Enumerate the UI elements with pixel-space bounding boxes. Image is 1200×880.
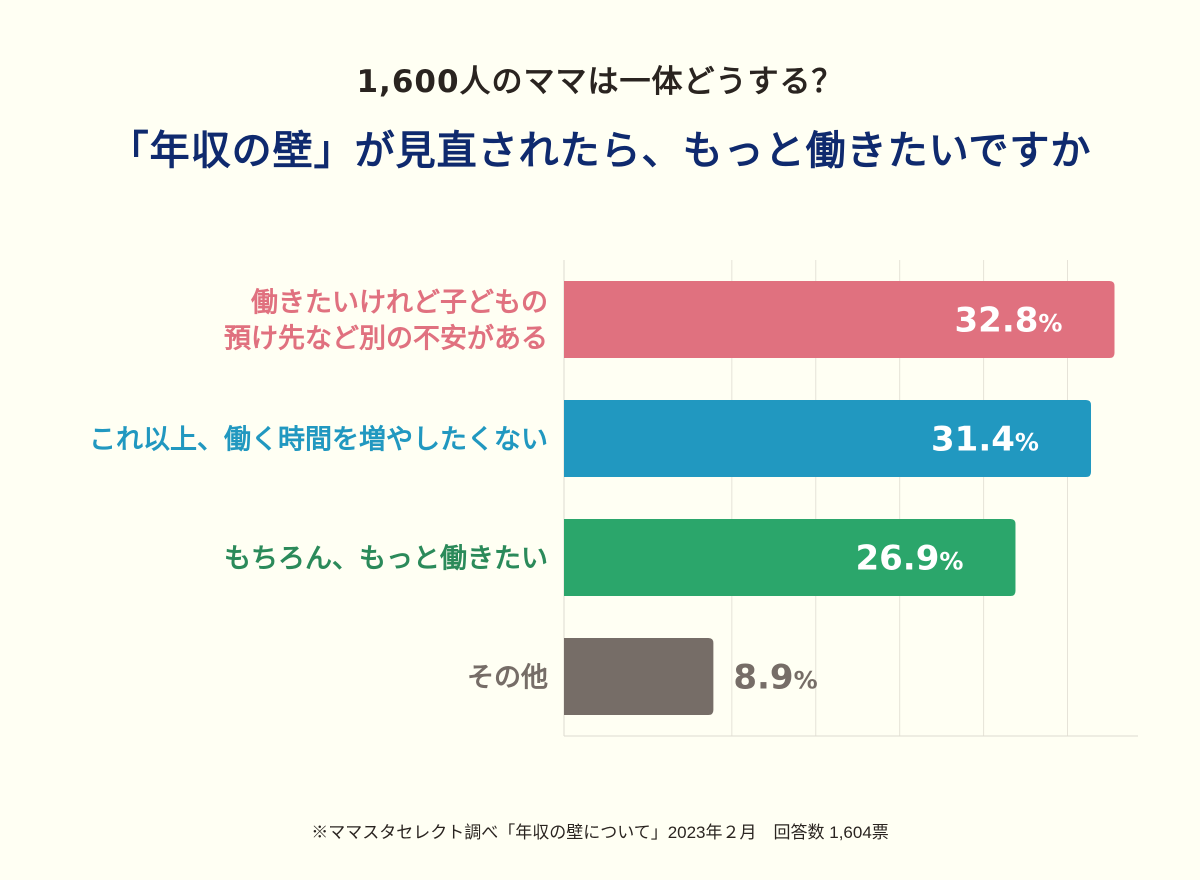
bar <box>564 638 714 715</box>
category-label: これ以上、働く時間を増やしたくない <box>89 424 548 456</box>
category-label: 働きたいけれど子どもの <box>251 288 548 319</box>
data-label: 31.4% <box>931 420 1039 460</box>
data-label: 26.9% <box>855 539 963 579</box>
footnote: ※ママスタセレクト調べ「年収の壁について」2023年２月 回答数 1,604票 <box>311 823 889 842</box>
bar <box>564 519 1016 596</box>
subtitle: 1,600人のママは一体どうする？ <box>356 64 844 100</box>
category-label: 預け先など別の不安がある <box>224 323 548 355</box>
bar <box>564 281 1115 358</box>
chart-title: 「年収の壁」が見直されたら、もっと働きたいですか <box>108 128 1092 174</box>
category-label: もちろん、もっと働きたい <box>224 544 548 575</box>
data-label: 8.9% <box>733 658 817 698</box>
data-label: 32.8% <box>955 301 1063 341</box>
bar <box>564 400 1092 477</box>
category-label: その他 <box>467 663 548 694</box>
